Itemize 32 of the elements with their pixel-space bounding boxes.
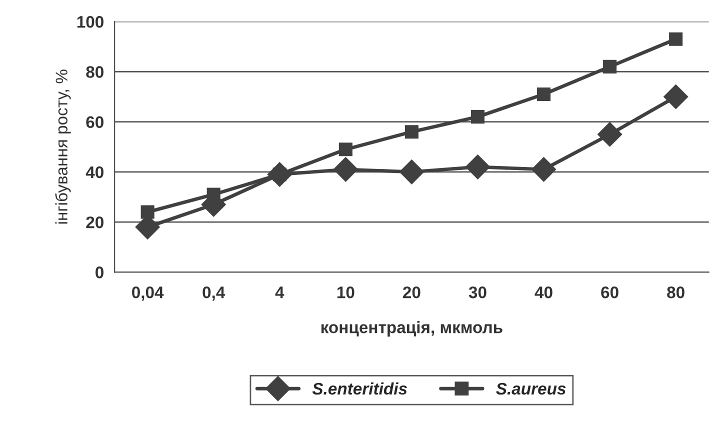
point <box>664 84 688 110</box>
x-tick-label: 80 <box>667 286 684 298</box>
y-tick-label: 60 <box>86 116 104 128</box>
point <box>597 122 622 147</box>
point <box>140 205 154 219</box>
x-tick-label: 40 <box>534 286 552 298</box>
point <box>465 154 490 180</box>
x-tick-label: 30 <box>468 286 486 298</box>
point <box>531 157 556 182</box>
y-tick-label: 40 <box>86 166 104 178</box>
x-tick-label: 20 <box>403 286 420 298</box>
point <box>536 87 551 102</box>
point <box>338 142 352 156</box>
x-tick-label: 10 <box>337 286 354 298</box>
x-tick-label: 0,04 <box>132 286 164 301</box>
point <box>399 160 424 184</box>
x-axis-title: концентрація, мкмоль <box>321 321 502 337</box>
point <box>404 125 418 139</box>
point <box>603 60 617 74</box>
y-tick-label: 0 <box>96 266 104 278</box>
y-tick-label: 100 <box>77 16 104 28</box>
x-tick-label: 60 <box>601 286 618 298</box>
y-tick-label: 80 <box>86 66 104 78</box>
point <box>333 157 358 182</box>
point <box>669 32 683 46</box>
x-tick-label: 0,4 <box>202 286 226 301</box>
legend-label: S.enteritidis <box>312 382 407 395</box>
x-tick-label: 4 <box>275 286 284 298</box>
legend-label: S.aureus <box>496 382 566 395</box>
y-axis-title: інгібування росту, % <box>55 70 71 224</box>
y-tick-label: 20 <box>86 216 104 228</box>
point <box>470 110 484 124</box>
